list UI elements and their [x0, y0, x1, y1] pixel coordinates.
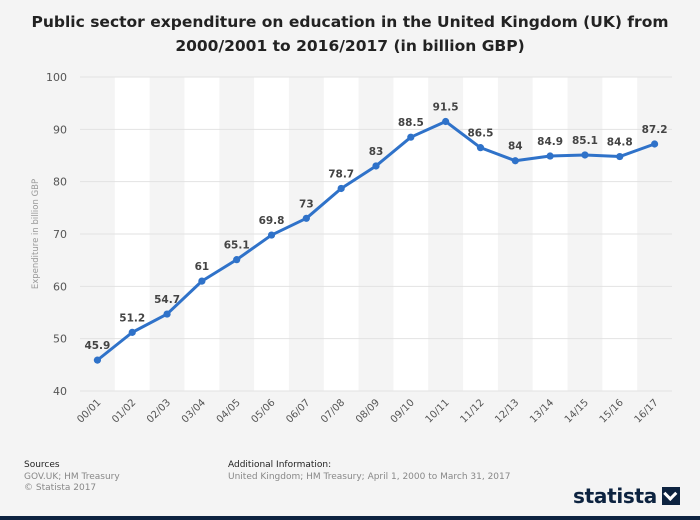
data-point [163, 310, 171, 318]
y-tick-label: 100 [46, 71, 67, 84]
sources-heading: Sources [24, 460, 60, 470]
data-point [476, 144, 485, 152]
x-tick-label: 13/14 [528, 397, 556, 425]
data-label: 73 [299, 198, 314, 210]
data-point [650, 140, 659, 148]
gridlines [80, 76, 672, 392]
additional-info-block: Additional Information: United Kingdom; … [228, 460, 510, 483]
y-tick-label: 70 [53, 228, 67, 241]
data-label: 91.5 [433, 101, 459, 113]
additional-info-line-1: United Kingdom; HM Treasury; April 1, 20… [228, 471, 511, 482]
chart-title-line-2: 2000/2001 to 2016/2017 (in billion GBP) [175, 37, 525, 55]
bottom-accent-bar [0, 516, 700, 520]
data-label: 78.7 [328, 168, 354, 180]
data-point [581, 151, 589, 159]
y-tick-label: 60 [53, 280, 67, 293]
statista-logo[interactable]: statista [573, 484, 680, 508]
x-tick-label: 09/10 [389, 397, 417, 425]
data-point [198, 277, 206, 285]
data-label: 45.9 [84, 340, 110, 352]
data-point [267, 231, 276, 239]
additional-info-heading: Additional Information: [228, 460, 332, 470]
data-label: 83 [369, 146, 384, 158]
data-points [93, 117, 659, 364]
data-label: 54.7 [154, 294, 180, 306]
data-label: 85.1 [572, 135, 598, 147]
x-axis-ticks: 00/01 01/02 02/03 03/04 04/05 05/06 06/07 07/08… [75, 397, 660, 425]
x-tick-label: 07/08 [319, 397, 347, 425]
x-tick-label: 16/17 [633, 397, 661, 425]
x-tick-label: 06/07 [284, 397, 312, 425]
data-label: 61 [195, 261, 210, 273]
sources-line-2: © Statista 2017 [24, 483, 97, 493]
data-point [372, 162, 380, 170]
data-label: 86.5 [468, 128, 494, 140]
chart-title-line-1: Public sector expenditure on education i… [31, 13, 669, 31]
y-tick-label: 80 [53, 176, 67, 189]
data-point [511, 157, 519, 165]
statista-arrow-icon [662, 487, 680, 505]
statista-wordmark: statista [573, 484, 657, 508]
x-tick-label: 10/11 [424, 397, 452, 425]
data-point [407, 133, 415, 141]
chart-title: Public sector expenditure on education i… [0, 10, 700, 58]
data-label: 88.5 [398, 117, 424, 129]
data-label: 51.2 [119, 312, 145, 324]
y-axis-label: Expenditure in billion GBP [31, 179, 41, 289]
y-tick-label: 40 [53, 385, 67, 398]
data-point [233, 256, 241, 264]
data-point [616, 152, 624, 161]
x-tick-label: 08/09 [354, 397, 382, 425]
x-tick-label: 05/06 [249, 397, 277, 425]
data-label: 84.8 [607, 137, 633, 149]
data-point [128, 328, 136, 336]
y-tick-label: 50 [53, 333, 67, 346]
x-tick-label: 15/16 [598, 397, 626, 425]
data-label: 69.8 [259, 215, 285, 227]
x-tick-label: 02/03 [145, 397, 173, 425]
data-label: 84.9 [537, 136, 563, 148]
data-labels: 45.9 51.2 54.7 61 65.1 69.8 73 78.7 83 88.5 91.5 86… [84, 101, 667, 352]
data-label: 84 [508, 141, 523, 153]
x-tick-label: 00/01 [75, 397, 103, 425]
line-chart: 40 50 60 70 80 90 100 00/01 01/02 02/03 03/04 04/0… [31, 71, 672, 426]
y-tick-label: 90 [53, 123, 67, 136]
sources-block: Sources GOV.UK; HM Treasury © Statista 2… [24, 460, 120, 495]
x-tick-label: 03/04 [180, 397, 208, 425]
data-point [337, 184, 345, 193]
x-tick-label: 01/02 [110, 397, 138, 425]
data-point [93, 356, 102, 364]
x-tick-label: 04/05 [215, 397, 243, 425]
data-label: 65.1 [224, 240, 250, 252]
sources-line-1: GOV.UK; HM Treasury [24, 471, 120, 482]
y-axis-ticks: 40 50 60 70 80 90 100 [46, 71, 67, 398]
data-point [546, 152, 554, 160]
x-tick-label: 11/12 [458, 397, 486, 425]
data-point [302, 214, 310, 222]
data-point [442, 117, 450, 126]
x-tick-label: 14/15 [563, 397, 591, 425]
x-tick-label: 12/13 [493, 397, 521, 425]
data-label: 87.2 [642, 124, 668, 136]
